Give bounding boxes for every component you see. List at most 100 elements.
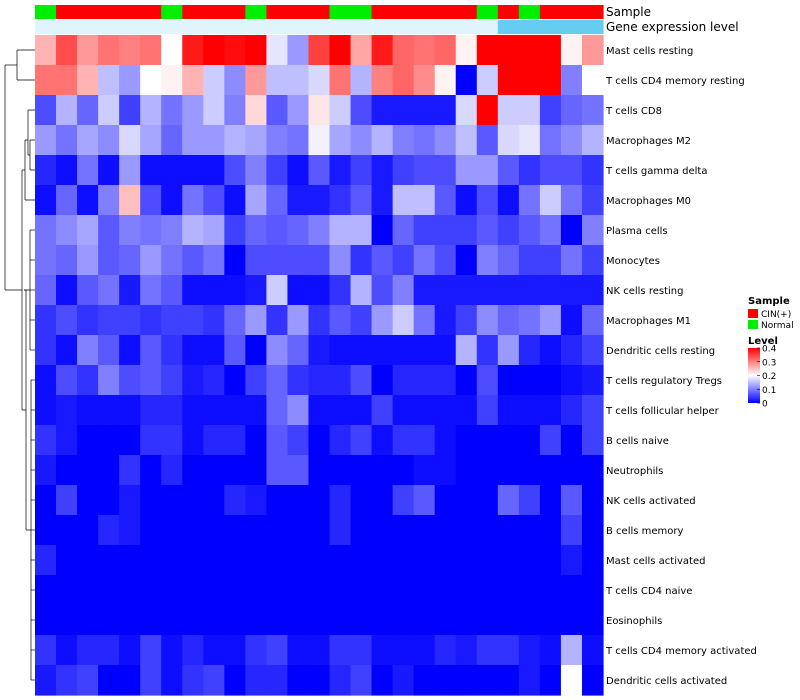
heatmap-cell [245, 395, 268, 426]
heatmap-cell [245, 215, 268, 246]
heatmap-cell [35, 275, 57, 306]
sample-legend: Sample CIN(+)Normal [748, 296, 794, 331]
heatmap-cell [119, 425, 141, 456]
heatmap-cell [560, 95, 583, 126]
heatmap-cell [119, 515, 141, 546]
heatmap-cell [308, 605, 331, 636]
annotation-cell [455, 5, 478, 19]
heatmap-cell [371, 515, 394, 546]
heatmap-cell [329, 65, 352, 96]
annotation-cell [161, 20, 183, 34]
heatmap-cell [224, 65, 246, 96]
heatmap-cell [287, 395, 310, 426]
annotation-cell [140, 5, 162, 19]
heatmap-cell [203, 185, 225, 216]
heatmap-cell [329, 95, 352, 126]
heatmap-cell [581, 485, 604, 516]
heatmap-cell [56, 95, 78, 126]
heatmap-cell [476, 365, 499, 396]
sample-legend-title: Sample [748, 296, 790, 307]
heatmap-cell [350, 365, 373, 396]
heatmap-cell [266, 575, 289, 606]
heatmap-cell [518, 35, 541, 66]
heatmap-cell [98, 155, 120, 186]
heatmap-cell [203, 515, 225, 546]
heatmap-cell [224, 215, 246, 246]
heatmap-cell [392, 515, 415, 546]
heatmap-cell [350, 125, 373, 156]
heatmap-cell [518, 155, 541, 186]
heatmap-cell [77, 605, 99, 636]
heatmap-cell [77, 635, 99, 666]
heatmap-cell [518, 605, 541, 636]
heatmap-cell [329, 155, 352, 186]
heatmap-cell [560, 485, 583, 516]
heatmap-cell [497, 425, 520, 456]
heatmap-cell [413, 485, 436, 516]
row-label: Plasma cells [606, 226, 668, 237]
heatmap-cell [119, 305, 141, 336]
heatmap-cell [329, 215, 352, 246]
heatmap-cell [98, 335, 120, 366]
heatmap-cell [392, 605, 415, 636]
heatmap-cell [413, 635, 436, 666]
heatmap-cells [35, 35, 604, 696]
heatmap-cell [140, 335, 162, 366]
heatmap-cell [161, 545, 183, 576]
heatmap-cell [119, 95, 141, 126]
heatmap-cell [308, 275, 331, 306]
heatmap-cell [434, 155, 457, 186]
heatmap-cell [161, 185, 183, 216]
annotation-cell [518, 20, 541, 34]
heatmap-cell [161, 635, 183, 666]
heatmap-cell [434, 665, 457, 696]
heatmap-cell [182, 65, 204, 96]
heatmap-cell [560, 35, 583, 66]
heatmap-cell [392, 545, 415, 576]
heatmap-cell [266, 335, 289, 366]
annotation-cell [329, 20, 352, 34]
heatmap-cell [581, 125, 604, 156]
heatmap-cell [140, 215, 162, 246]
heatmap-cell [371, 275, 394, 306]
heatmap-cell [98, 395, 120, 426]
heatmap-cell [308, 665, 331, 696]
annotation-cell [35, 5, 57, 19]
heatmap-cell [56, 305, 78, 336]
heatmap-cell [497, 545, 520, 576]
heatmap-cell [476, 635, 499, 666]
heatmap-cell [287, 35, 310, 66]
annotation-track-label: Sample [606, 5, 651, 19]
heatmap-cell [56, 275, 78, 306]
heatmap-cell [329, 425, 352, 456]
heatmap-cell [455, 125, 478, 156]
heatmap-cell [350, 305, 373, 336]
row-label: NK cells activated [606, 496, 696, 507]
heatmap-cell [371, 65, 394, 96]
heatmap-cell [476, 215, 499, 246]
heatmap-cell [287, 485, 310, 516]
heatmap-cell [287, 95, 310, 126]
heatmap-cell [35, 395, 57, 426]
heatmap-cell [98, 95, 120, 126]
row-label: T cells regulatory Tregs [605, 376, 722, 387]
heatmap-cell [245, 185, 268, 216]
heatmap-cell [413, 605, 436, 636]
row-label: Neutrophils [606, 466, 663, 477]
heatmap-cell [182, 575, 204, 606]
heatmap-cell [392, 665, 415, 696]
heatmap-cell [560, 635, 583, 666]
heatmap-cell [98, 515, 120, 546]
heatmap-cell [371, 575, 394, 606]
heatmap-cell [455, 545, 478, 576]
heatmap-cell [329, 455, 352, 486]
heatmap-cell [119, 245, 141, 276]
heatmap-cell [392, 185, 415, 216]
heatmap-cell [308, 35, 331, 66]
heatmap-cell [98, 455, 120, 486]
annotation-cell [35, 20, 57, 34]
heatmap-cell [77, 155, 99, 186]
heatmap-cell [203, 605, 225, 636]
heatmap-cell [560, 365, 583, 396]
